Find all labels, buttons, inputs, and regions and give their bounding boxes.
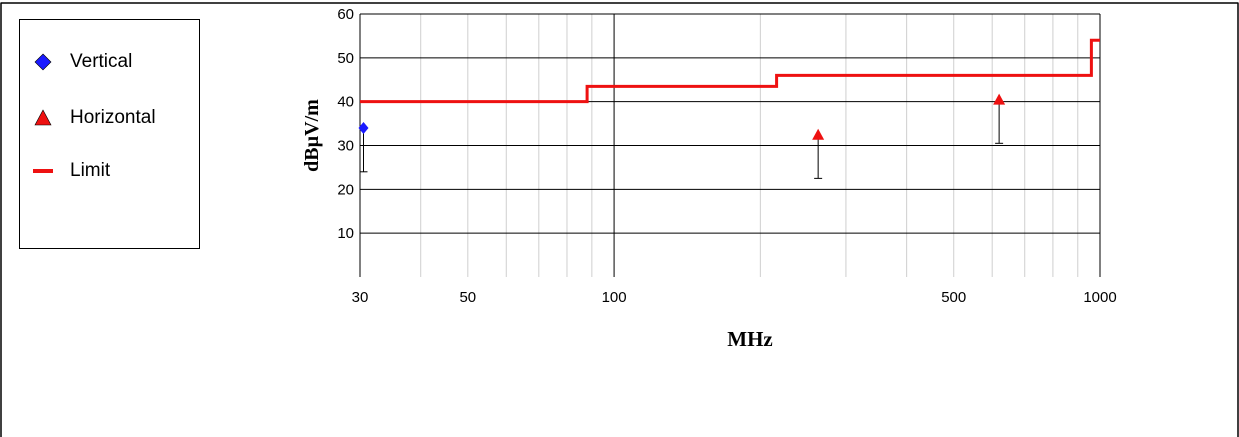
- x-axis-title: MHz: [727, 327, 772, 351]
- diamond-icon: [32, 52, 54, 72]
- horizontal-data-point: [993, 93, 1006, 105]
- legend-item-horizontal: Horizontal: [32, 106, 156, 130]
- x-tick-label: 500: [941, 289, 966, 306]
- x-tick-label: 30: [352, 289, 369, 306]
- triangle-icon: [32, 108, 54, 128]
- y-tick-label: 20: [337, 181, 354, 198]
- y-tick-label: 30: [337, 138, 354, 155]
- legend-label-vertical: Vertical: [70, 51, 133, 72]
- y-tick-label: 60: [337, 6, 354, 23]
- legend: Vertical Horizontal Limit: [19, 19, 200, 249]
- y-tick-label: 50: [337, 50, 354, 67]
- y-axis-title: dBµV/m: [301, 99, 323, 172]
- x-tick-label: 1000: [1083, 289, 1116, 306]
- legend-item-limit: Limit: [32, 159, 110, 183]
- limit-line-icon: [32, 161, 54, 181]
- x-tick-label: 50: [459, 289, 476, 306]
- limit-line: [360, 38, 1100, 104]
- legend-label-horizontal: Horizontal: [70, 107, 156, 128]
- vertical-data-point: [358, 121, 369, 134]
- x-tick-label: 100: [602, 289, 627, 306]
- legend-item-vertical: Vertical: [32, 50, 132, 74]
- y-tick-label: 10: [337, 225, 354, 242]
- legend-label-limit: Limit: [70, 160, 111, 181]
- horizontal-data-point: [812, 128, 825, 140]
- y-tick-label: 40: [337, 94, 354, 111]
